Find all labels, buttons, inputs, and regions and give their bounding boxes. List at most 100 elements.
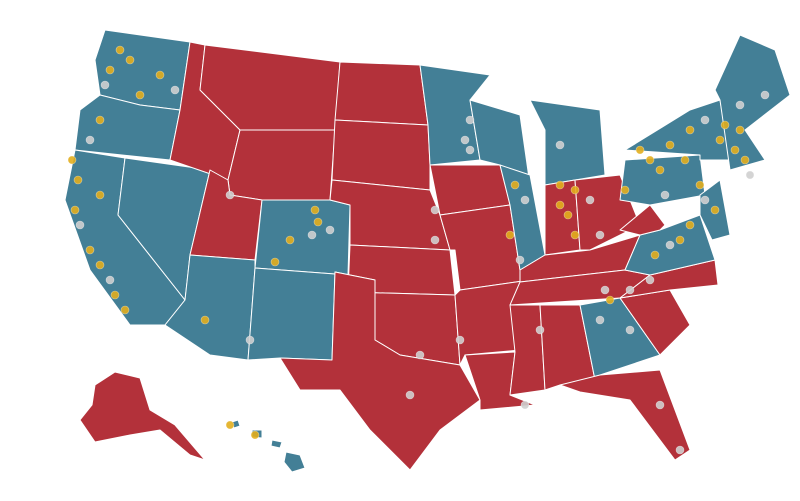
location-dot <box>745 170 755 180</box>
location-dot <box>515 255 525 265</box>
location-dot <box>665 240 675 250</box>
location-dot <box>313 217 323 227</box>
location-dot <box>555 200 565 210</box>
location-dot <box>105 65 115 75</box>
location-dot <box>505 230 515 240</box>
location-dot <box>605 295 615 305</box>
location-dot <box>680 155 690 165</box>
location-dot <box>730 145 740 155</box>
location-dot <box>595 230 605 240</box>
location-dot <box>620 185 630 195</box>
state <box>270 439 283 449</box>
location-dot <box>85 135 95 145</box>
location-dot <box>405 390 415 400</box>
location-dot <box>695 180 705 190</box>
location-dot <box>625 285 635 295</box>
location-dot <box>125 55 135 65</box>
location-dot <box>655 165 665 175</box>
state <box>529 99 606 186</box>
location-dot <box>655 400 665 410</box>
location-dot <box>595 315 605 325</box>
location-dot <box>465 145 475 155</box>
location-dot <box>285 235 295 245</box>
location-dot <box>700 195 710 205</box>
location-dot <box>685 220 695 230</box>
location-dot <box>310 205 320 215</box>
location-dot <box>75 220 85 230</box>
location-dot <box>430 205 440 215</box>
location-dot <box>625 325 635 335</box>
location-dot <box>225 420 235 430</box>
location-dot <box>70 205 80 215</box>
location-dot <box>270 257 280 267</box>
states <box>64 29 791 473</box>
location-dot <box>555 180 565 190</box>
location-dot <box>200 315 210 325</box>
location-dot <box>675 235 685 245</box>
location-dot <box>325 225 335 235</box>
location-dot <box>563 210 573 220</box>
location-dot <box>85 245 95 255</box>
location-dot <box>430 235 440 245</box>
location-dot <box>520 195 530 205</box>
location-dot <box>100 80 110 90</box>
state <box>79 371 206 461</box>
state <box>279 271 481 471</box>
location-dot <box>73 175 83 185</box>
state <box>227 129 336 201</box>
location-dot <box>645 155 655 165</box>
location-dot <box>600 285 610 295</box>
location-dot <box>105 275 115 285</box>
location-dot <box>635 145 645 155</box>
location-dot <box>740 155 750 165</box>
state <box>509 304 546 396</box>
location-dot <box>570 230 580 240</box>
location-dot <box>715 135 725 145</box>
location-dot <box>250 430 260 440</box>
location-dot <box>95 260 105 270</box>
location-dot <box>760 90 770 100</box>
location-dot <box>67 155 77 165</box>
location-dot <box>455 335 465 345</box>
state <box>283 451 306 473</box>
dots <box>67 45 770 455</box>
location-dot <box>735 125 745 135</box>
state <box>334 61 429 126</box>
location-dot <box>685 125 695 135</box>
location-dot <box>415 350 425 360</box>
location-dot <box>520 400 530 410</box>
location-dot <box>225 190 235 200</box>
location-dot <box>307 230 317 240</box>
state <box>559 369 691 461</box>
location-dot <box>570 185 580 195</box>
location-dot <box>700 115 710 125</box>
location-dot <box>155 70 165 80</box>
location-dot <box>675 445 685 455</box>
location-dot <box>120 305 130 315</box>
location-dot <box>135 90 145 100</box>
location-dot <box>460 135 470 145</box>
state <box>331 119 431 191</box>
location-dot <box>665 140 675 150</box>
location-dot <box>650 250 660 260</box>
location-dot <box>720 120 730 130</box>
location-dot <box>645 275 655 285</box>
location-dot <box>585 195 595 205</box>
location-dot <box>660 190 670 200</box>
location-dot <box>110 290 120 300</box>
location-dot <box>170 85 180 95</box>
location-dot <box>510 180 520 190</box>
location-dot <box>710 205 720 215</box>
location-dot <box>735 100 745 110</box>
state <box>254 199 351 276</box>
location-dot <box>95 115 105 125</box>
state <box>619 154 706 206</box>
location-dot <box>535 325 545 335</box>
state <box>619 204 666 236</box>
location-dot <box>95 190 105 200</box>
location-dot <box>555 140 565 150</box>
state <box>164 254 256 361</box>
location-dot <box>245 335 255 345</box>
